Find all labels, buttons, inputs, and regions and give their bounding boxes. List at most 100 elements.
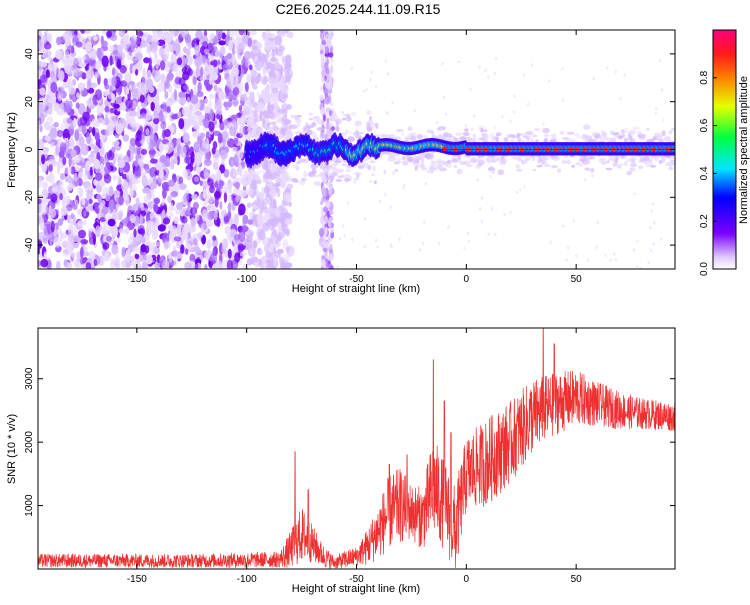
- heatmap-cell: [174, 43, 181, 54]
- heatmap-cell: [274, 111, 281, 116]
- heatmap-cell: [335, 158, 340, 162]
- heatmap-cell: [137, 157, 143, 167]
- heatmap-cell: [279, 173, 286, 180]
- heatmap-cell: [270, 126, 279, 131]
- heatmap-cell: [517, 133, 522, 137]
- heatmap-cell: [125, 226, 130, 235]
- heatmap-cell: [394, 168, 398, 172]
- heatmap-cell: [258, 170, 265, 174]
- heatmap-cell: [199, 180, 203, 187]
- heatmap-cell: [369, 160, 376, 164]
- heatmap-cell: [509, 119, 512, 123]
- heatmap-cell: [221, 238, 227, 250]
- heatmap-cell: [623, 127, 629, 133]
- heatmap-cell: [268, 245, 274, 253]
- heatmap-cell: [172, 158, 178, 165]
- heatmap-cell: [321, 39, 326, 45]
- heatmap-cell: [574, 133, 580, 137]
- heatmap-cell: [57, 163, 61, 175]
- heatmap-cell: [542, 122, 545, 126]
- heatmap-cell: [257, 229, 266, 241]
- heatmap-cell: [329, 71, 333, 81]
- heatmap-cell: [581, 133, 588, 137]
- heatmap-cell: [426, 129, 433, 133]
- heatmap-cell: [518, 158, 523, 162]
- heatmap-cell: [502, 159, 506, 166]
- heatmap-cell: [150, 158, 158, 164]
- heatmap-cell: [262, 110, 269, 118]
- heatmap-cell: [252, 240, 258, 249]
- heatmap-cell: [107, 150, 115, 161]
- heatmap-cell: [249, 64, 253, 71]
- heatmap-cell: [55, 144, 59, 156]
- heatmap-cell: [78, 62, 87, 68]
- heatmap-cell: [115, 203, 119, 210]
- heatmap-cell: [125, 98, 133, 109]
- heatmap-cell: [148, 57, 152, 68]
- heatmap-cell: [216, 30, 223, 40]
- heatmap-cell: [107, 92, 115, 100]
- heatmap-cell: [163, 111, 168, 120]
- heatmap-cell: [605, 66, 609, 70]
- heatmap-cell: [402, 186, 405, 190]
- heatmap-cell: [307, 171, 316, 178]
- heatmap-cell: [238, 104, 242, 112]
- heatmap-cell: [267, 175, 273, 181]
- heatmap-cell: [626, 170, 633, 176]
- heatmap-cell: [232, 187, 241, 197]
- heatmap-cell: [410, 135, 416, 142]
- heatmap-cell: [200, 132, 206, 138]
- heatmap-cell: [345, 169, 352, 173]
- heatmap-cell: [101, 193, 107, 199]
- heatmap-cell: [69, 136, 74, 147]
- heatmap-cell: [50, 193, 58, 203]
- heatmap-cell: [244, 82, 249, 92]
- heatmap-cell: [463, 246, 466, 250]
- heatmap-cell: [274, 250, 281, 259]
- heatmap-cell: [407, 156, 414, 163]
- heatmap-cell: [160, 73, 166, 84]
- heatmap-cell: [62, 156, 67, 166]
- heatmap-cell: [103, 173, 112, 184]
- heatmap-cell: [149, 133, 158, 144]
- heatmap-cell: [183, 192, 190, 203]
- heatmap-cell: [143, 57, 150, 64]
- heatmap-cell: [637, 160, 643, 164]
- heatmap-cell: [124, 43, 133, 53]
- heatmap-cell: [168, 252, 173, 263]
- heatmap-cell: [206, 204, 212, 211]
- heatmap-cell: [59, 173, 66, 181]
- heatmap-cell: [95, 60, 101, 71]
- heatmap-cell: [219, 120, 225, 131]
- heatmap-cell: [323, 45, 326, 56]
- heatmap-cell: [346, 201, 350, 205]
- heatmap-cell: [566, 159, 572, 165]
- spectrogram-y-tick-label: -40: [24, 237, 35, 252]
- heatmap-cell: [195, 30, 204, 41]
- heatmap-cell: [279, 256, 284, 265]
- heatmap-cell: [220, 209, 228, 217]
- heatmap-cell: [48, 164, 53, 172]
- heatmap-cell: [268, 173, 275, 176]
- heatmap-cell: [88, 236, 96, 245]
- heatmap-cell: [148, 149, 156, 156]
- heatmap-cell: [211, 79, 215, 85]
- heatmap-cell: [61, 214, 65, 222]
- heatmap-cell: [596, 220, 599, 224]
- heatmap-cell: [43, 251, 47, 260]
- heatmap-cell: [243, 170, 251, 179]
- snr-x-tick-label: 50: [571, 574, 583, 585]
- heatmap-cell: [606, 160, 610, 164]
- heatmap-cell: [311, 121, 317, 128]
- heatmap-cell: [263, 243, 269, 253]
- heatmap-cell: [544, 164, 551, 168]
- heatmap-cell: [125, 195, 130, 207]
- heatmap-cell: [199, 146, 207, 156]
- heatmap-cell: [262, 164, 266, 169]
- heatmap-cell: [320, 96, 324, 101]
- heatmap-cell: [378, 199, 381, 203]
- heatmap-cell: [182, 71, 190, 81]
- colorbar-tick-label: 0.8: [699, 70, 710, 84]
- heatmap-cell: [118, 212, 123, 221]
